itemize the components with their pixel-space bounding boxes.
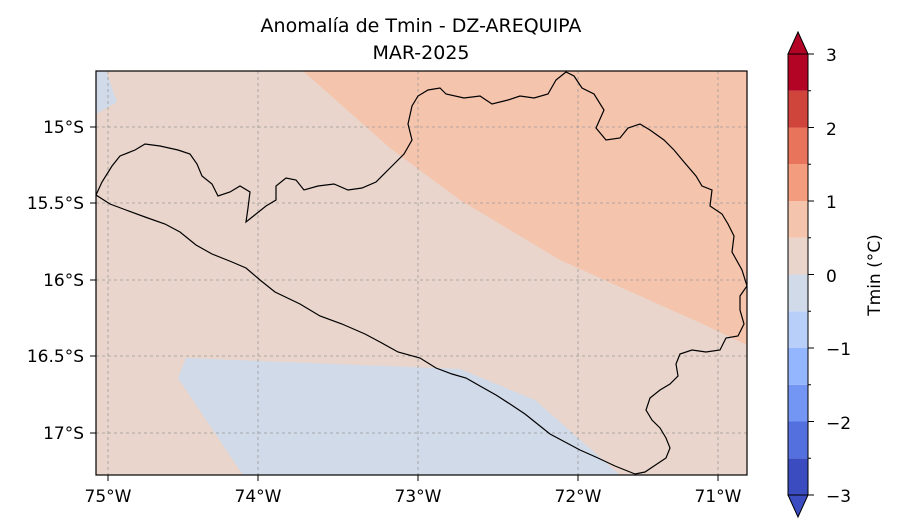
coastline <box>96 194 636 475</box>
colorbar-tick-label: −2 <box>826 414 851 434</box>
colorbar-segment <box>788 421 808 459</box>
colorbar-segment <box>788 201 808 238</box>
colorbar-segment <box>788 384 808 422</box>
colorbar-segment <box>788 274 808 312</box>
lon-tick-label: 71°W <box>695 487 742 507</box>
map-gridlines <box>96 71 747 475</box>
lat-tick-label: 15°S <box>43 118 84 138</box>
map-subtitle: MAR-2025 <box>372 42 469 64</box>
colorbar-segment <box>788 54 808 91</box>
lat-tick-label: 16.5°S <box>27 347 84 367</box>
anomaly-band-minus-0.5-to-0 <box>178 358 620 475</box>
colorbar-segment <box>788 127 808 165</box>
colorbar-segments <box>788 54 808 495</box>
lon-tick-label: 73°W <box>395 487 442 507</box>
anomaly-band-0.5-to-1 <box>303 71 747 345</box>
lon-tick-label: 74°W <box>235 487 282 507</box>
colorbar-segment <box>788 458 808 495</box>
colorbar-segment <box>788 237 808 275</box>
colorbar-label: Tmin (°C) <box>865 234 885 316</box>
colorbar-extend-top <box>787 30 809 55</box>
anomaly-patch-nw <box>96 71 117 114</box>
colorbar-tick-label: 1 <box>826 193 837 213</box>
colorbar-tick-label: −3 <box>826 487 851 507</box>
map-area <box>96 71 747 475</box>
colorbar-tick-label: −1 <box>826 340 851 360</box>
colorbar-tick-label: 0 <box>826 267 837 287</box>
map-title: Anomalía de Tmin - DZ-AREQUIPA <box>261 15 582 37</box>
colorbar: 3 2 1 0 −1 −2 −3 Tmin (°C) <box>787 30 885 519</box>
lat-tick-label: 16°S <box>43 271 84 291</box>
lat-tick-label: 15.5°S <box>27 194 84 214</box>
colorbar-segment <box>788 311 808 348</box>
lat-tick-label: 17°S <box>43 424 84 444</box>
lon-tick-label: 75°W <box>85 487 132 507</box>
map-frame <box>95 70 748 476</box>
colorbar-extend-bottom <box>787 494 809 519</box>
colorbar-tick-label: 3 <box>826 46 837 66</box>
colorbar-tick-label: 2 <box>826 120 837 140</box>
colorbar-ticks <box>808 53 814 496</box>
axis-ticks <box>90 126 719 481</box>
arequipa-region-boundary <box>96 71 747 475</box>
colorbar-segment <box>788 348 808 385</box>
lon-tick-label: 72°W <box>555 487 602 507</box>
colorbar-segment <box>788 164 808 201</box>
colorbar-segment <box>788 90 808 128</box>
